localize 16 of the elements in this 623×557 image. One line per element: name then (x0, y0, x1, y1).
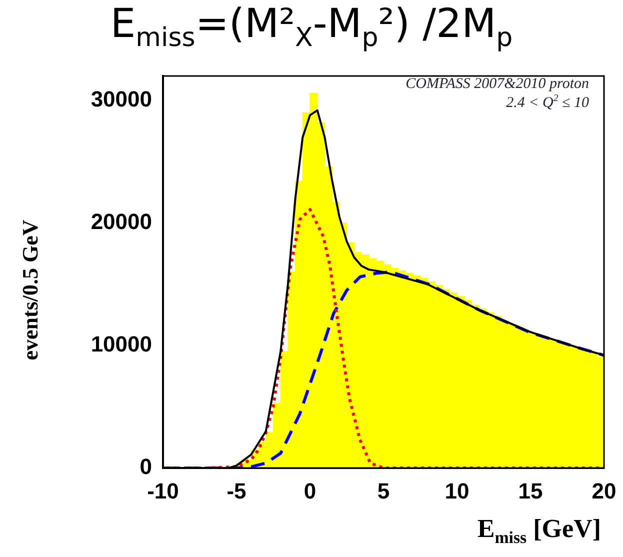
x-tick-label: 15 (518, 478, 543, 504)
x-tick-label: -5 (226, 478, 246, 504)
x-tick-label: -10 (147, 478, 179, 504)
y-tick-label: 0 (140, 454, 152, 480)
x-tick-label: 5 (377, 478, 390, 504)
y-axis-title: events/0.5 GeV (16, 220, 43, 360)
y-tick-label: 30000 (90, 86, 152, 112)
y-tick-label: 20000 (90, 209, 152, 234)
x-tick-label: 0 (304, 478, 316, 504)
x-tick-label: 10 (444, 478, 470, 504)
annotation: COMPASS 2007&2010 proton (406, 76, 589, 93)
x-axis-title: E$_{miss}$ [GeV] (477, 514, 601, 548)
chart-title: E$_{miss}$=(M²$_{X}$-M$_{p}$²) /2M$_{p}$ (109, 1, 514, 53)
y-tick-label: 10000 (90, 332, 152, 357)
annotation: 2.4 < Q$^{2}$ ≤ 10 (506, 93, 589, 112)
x-tick-label: 20 (592, 478, 616, 504)
